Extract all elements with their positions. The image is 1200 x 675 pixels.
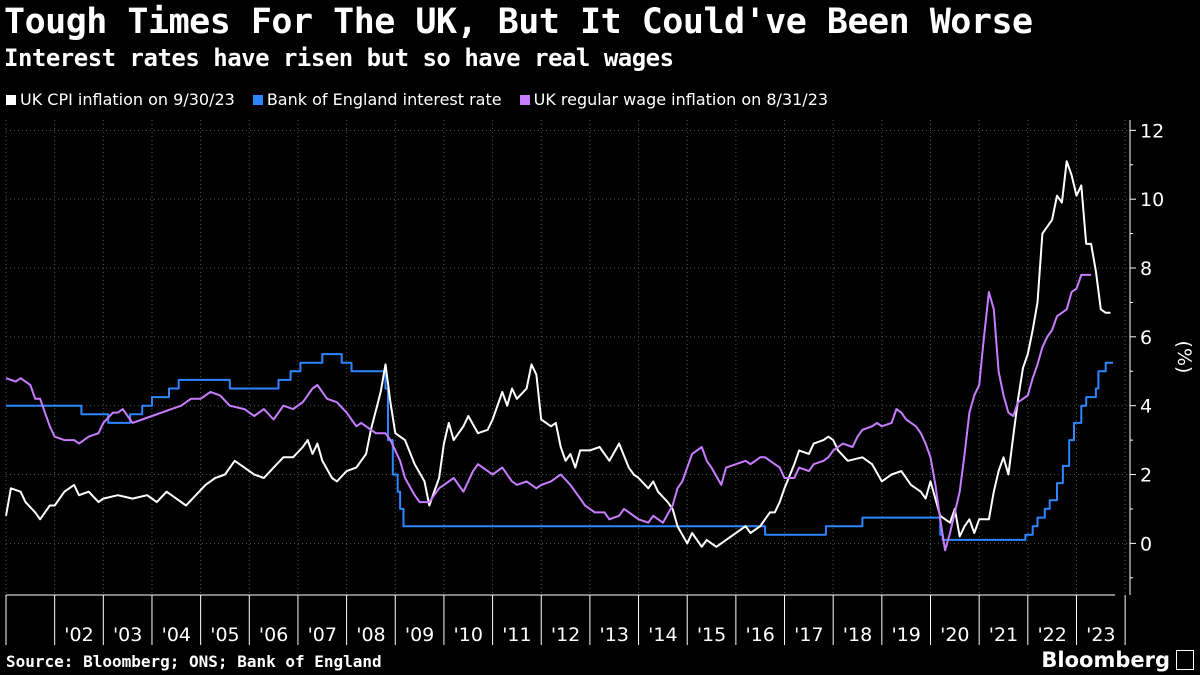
x-tick-label: '17	[794, 624, 823, 646]
y-tick-label: 2	[1140, 465, 1152, 487]
x-tick-label: '13	[600, 624, 629, 646]
y-tick-label: 6	[1140, 327, 1152, 349]
x-tick-label: '18	[843, 624, 872, 646]
x-tick-label: '16	[745, 624, 774, 646]
y-tick-label: 10	[1140, 189, 1164, 211]
x-tick-label: '06	[259, 624, 288, 646]
legend: UK CPI inflation on 9/30/23 Bank of Engl…	[6, 90, 828, 109]
cpi-inflation-line	[5, 160, 1111, 548]
x-tick-label: '07	[308, 624, 337, 646]
x-tick-label: '10	[454, 624, 483, 646]
x-tick-label: '20	[940, 624, 969, 646]
x-tick-label: '22	[1037, 624, 1066, 646]
y-tick-label: 12	[1140, 120, 1164, 142]
y-tick-label: 0	[1140, 533, 1152, 555]
chart-title: Tough Times For The UK, But It Could've …	[4, 2, 1033, 42]
legend-swatch-boe-rate	[252, 94, 263, 105]
boe-rate-line	[6, 353, 1113, 541]
x-tick-label: '21	[989, 624, 1018, 646]
legend-label-cpi: UK CPI inflation on 9/30/23	[20, 90, 235, 109]
bloomberg-mark-icon	[1176, 650, 1194, 670]
x-tick-label: '23	[1086, 624, 1115, 646]
legend-swatch-wage	[519, 94, 530, 105]
chart-subtitle: Interest rates have risen but so have re…	[4, 44, 674, 72]
y-tick-label: 8	[1140, 258, 1152, 280]
legend-item-boe-rate: Bank of England interest rate	[252, 90, 502, 109]
legend-label-boe-rate: Bank of England interest rate	[266, 90, 502, 109]
x-tick-label: '14	[648, 624, 677, 646]
x-tick-label: '19	[891, 624, 920, 646]
x-tick-label: '12	[551, 624, 580, 646]
x-tick-label: '03	[113, 624, 142, 646]
x-tick-label: '02	[64, 624, 93, 646]
x-tick-label: '15	[697, 624, 726, 646]
x-tick-label: '05	[210, 624, 239, 646]
legend-swatch-cpi	[6, 94, 16, 105]
wage-inflation-line	[5, 273, 1092, 552]
legend-label-wage: UK regular wage inflation on 8/31/23	[533, 90, 829, 109]
x-tick-label: '11	[502, 624, 531, 646]
legend-item-cpi: UK CPI inflation on 9/30/23	[6, 90, 235, 109]
bloomberg-logo: Bloomberg	[1041, 648, 1170, 672]
x-tick-label: '08	[356, 624, 385, 646]
source-note: Source: Bloomberg; ONS; Bank of England	[6, 652, 382, 671]
x-tick-label: '09	[405, 624, 434, 646]
y-axis-label: (%)	[1173, 341, 1195, 374]
y-tick-label: 4	[1140, 396, 1152, 418]
x-tick-label: '04	[162, 624, 191, 646]
legend-item-wage: UK regular wage inflation on 8/31/23	[519, 90, 829, 109]
